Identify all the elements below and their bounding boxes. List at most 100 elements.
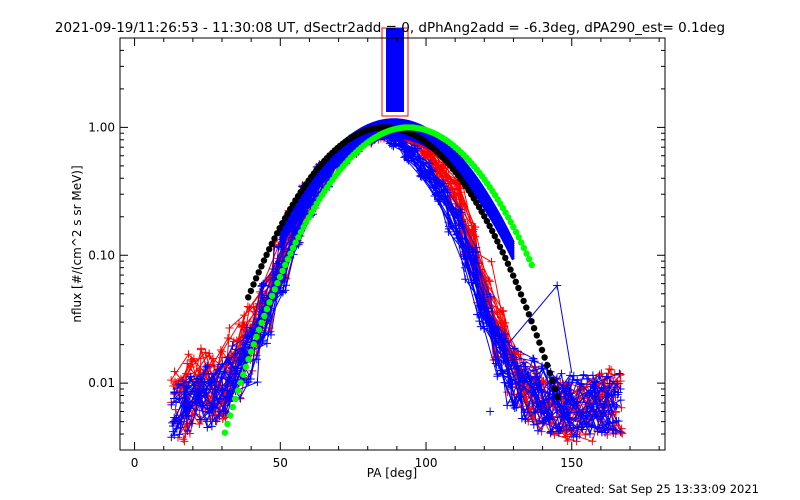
series-blue-point <box>173 384 182 393</box>
series-blue-point <box>204 375 213 384</box>
series-blue-point <box>400 153 409 162</box>
series-blue-point <box>607 390 616 399</box>
series-red-point <box>438 164 447 173</box>
series-blue-point <box>614 388 623 397</box>
series-blue-point <box>266 330 275 339</box>
series-red-trace <box>177 134 612 436</box>
fit-green-dot <box>247 348 255 355</box>
series-blue-point <box>572 432 581 441</box>
series-blue-point <box>493 372 502 381</box>
series-blue-point <box>457 208 466 217</box>
series-red-point <box>171 405 180 414</box>
series-red-point <box>180 437 189 446</box>
series-blue-point <box>494 324 503 333</box>
series-blue-point <box>425 159 434 168</box>
series-blue-point <box>255 337 264 346</box>
series-blue-point <box>427 165 436 174</box>
series-blue-point <box>225 377 234 386</box>
series-blue-outliers <box>486 281 573 416</box>
series-red-point <box>184 350 193 359</box>
series-blue-point <box>616 396 625 405</box>
series-blue-point <box>252 355 261 364</box>
fit-black-dot <box>504 260 512 267</box>
fit-black-dot <box>266 246 273 253</box>
series-blue-point <box>460 247 469 256</box>
series-blue-point <box>176 423 185 432</box>
fit-green-dot <box>242 363 250 371</box>
fit-green-dot <box>266 299 273 306</box>
fit-black-dot <box>276 225 283 232</box>
fit-green-dot <box>515 234 522 241</box>
y-axis-label: nflux [#/(cm^2 s sr MeV)] <box>70 165 84 322</box>
series-red-point <box>563 437 572 446</box>
series-blue-point <box>185 377 194 386</box>
series-blue-point <box>544 414 553 423</box>
fit-green-dot <box>518 239 525 246</box>
fit-green-dot <box>523 250 530 257</box>
series-blue-point <box>169 417 178 426</box>
series-blue-point <box>499 334 508 343</box>
series-blue-point <box>530 357 539 366</box>
fit-green-dot <box>510 223 517 231</box>
series-blue-point <box>535 416 544 425</box>
fit-green-dot <box>526 256 533 263</box>
fit-green-dot <box>232 395 239 402</box>
series-blue-point <box>509 401 518 410</box>
fit-black-dot <box>499 249 506 256</box>
fit-black-dot <box>263 251 270 258</box>
series-blue-point <box>586 429 595 438</box>
series-blue-trace <box>184 132 610 435</box>
fit-green-dot <box>276 273 284 281</box>
chart-title: 2021-09-19/11:26:53 - 11:30:08 UT, dSect… <box>55 20 725 36</box>
fit-green-dot <box>245 356 252 363</box>
series-blue-point <box>521 415 530 424</box>
fit-green-dot <box>300 223 307 231</box>
series-red-point <box>209 354 218 363</box>
fit-green-dot <box>292 239 299 246</box>
series-red-point <box>588 437 597 446</box>
fit-green-dot <box>261 312 268 320</box>
series-blue-point <box>569 371 578 380</box>
fit-green-dot <box>258 319 265 326</box>
series-blue-point <box>196 415 205 424</box>
series-red-point <box>561 432 570 441</box>
fit-green-dot <box>221 429 229 436</box>
footer-created: Created: Sat Sep 25 13:33:09 2021 <box>555 482 759 496</box>
series-blue-point <box>215 412 224 421</box>
fit-black-dot <box>489 227 496 235</box>
series-red-point <box>468 221 477 230</box>
series-blue-point <box>498 369 507 378</box>
fit-green-dot <box>274 279 281 287</box>
fit-green-dot <box>512 228 520 236</box>
fit-black-dot <box>502 254 509 262</box>
y-tick-label: 0.01 <box>88 376 115 390</box>
fit-green-dot <box>255 326 263 333</box>
series-blue-point <box>610 402 619 411</box>
series-red-point <box>167 376 176 385</box>
fit-black-dot <box>517 291 525 298</box>
tick-layer: 0 50 100 150 0.01 0.10 1.00 <box>88 37 665 470</box>
series-blue-point <box>186 372 195 381</box>
data-layer <box>167 27 627 446</box>
fit-green-dot <box>253 333 260 341</box>
series-blue-point <box>536 380 545 389</box>
series-blue-point <box>608 418 617 427</box>
series-blue-point <box>546 428 555 437</box>
series-blue-point <box>563 381 572 390</box>
series-blue-point <box>407 144 416 153</box>
series-blue-point <box>595 371 604 380</box>
series-red-point <box>197 345 206 354</box>
fit-green-dot <box>240 371 247 378</box>
series-blue-point <box>529 366 538 375</box>
series-blue-point <box>503 401 512 410</box>
series-red-point <box>266 327 275 336</box>
fit-black-dot <box>247 287 255 295</box>
fit-green-dot <box>287 250 294 257</box>
series-red-point <box>487 257 496 266</box>
fit-green-dot <box>507 218 514 226</box>
fit-black-dot <box>481 213 488 220</box>
x-tick-label: 50 <box>273 456 288 470</box>
y-tick-label: 0.10 <box>88 248 115 262</box>
series-red-point <box>216 346 225 355</box>
